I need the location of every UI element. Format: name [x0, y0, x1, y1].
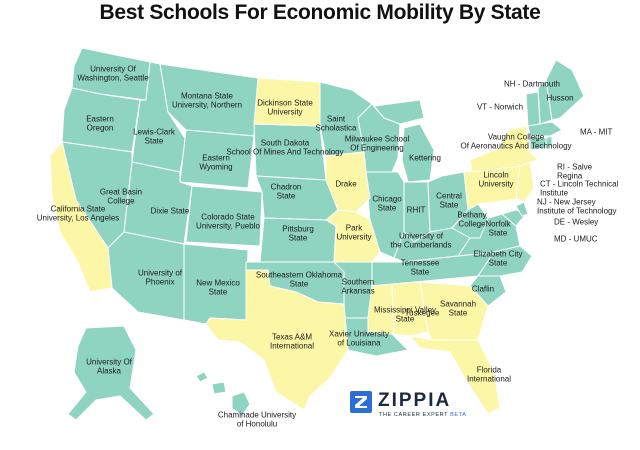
state-hi	[195, 371, 251, 417]
school-label-wy: Eastern Wyoming	[199, 153, 233, 172]
state-mi	[373, 99, 425, 125]
school-label-sc: Claflin	[471, 284, 495, 294]
school-label-fl: Florida International	[466, 365, 512, 384]
state-wy	[179, 129, 255, 189]
logo-beta-badge: BETA	[450, 412, 467, 418]
school-label-mt: Montana State University, Northern	[171, 91, 243, 110]
logo-tagline-text: THE CAREER EXPERT	[379, 412, 448, 418]
school-label-ma: MA - MIT	[580, 127, 613, 137]
school-label-hi: Chaminade University of Honolulu	[217, 410, 297, 429]
school-label-in: RHIT	[406, 205, 426, 215]
school-label-ny: Vaughn College Of Aeronautics And Technol…	[460, 132, 572, 151]
school-label-me: Husson	[546, 93, 574, 103]
state-fl	[409, 335, 501, 415]
school-label-id: Lewis-Clark State	[133, 127, 175, 146]
school-label-or: Eastern Oregon	[86, 114, 114, 133]
school-label-ia: Drake	[335, 179, 357, 189]
school-label-al: Tuskegee	[404, 308, 440, 318]
school-label-nv: Great Basin College	[99, 187, 143, 206]
school-label-wa: University Of Washington, Seattle	[77, 64, 149, 83]
state-tx	[205, 269, 349, 411]
school-label-ut: Dixie State	[150, 206, 190, 216]
school-label-nc: Elizabeth City State	[473, 249, 523, 268]
school-label-az: University of Phoenix	[137, 268, 183, 287]
school-label-ne: Chadron State	[270, 182, 302, 201]
school-label-tn: Tennessee State	[400, 258, 440, 277]
state-ct	[529, 135, 547, 151]
school-label-il: Chicago State	[372, 194, 402, 213]
school-label-va: Norfolk State	[485, 219, 511, 238]
school-label-ok: Southeastern Oklahoma State	[255, 270, 343, 289]
school-label-ca: California State University, Los Angeles	[36, 204, 120, 223]
state-ia	[325, 151, 371, 213]
school-label-ks: Pittsburg State	[282, 224, 314, 243]
michigan-water-gap	[399, 123, 405, 129]
state-ny	[469, 125, 539, 173]
state-me	[545, 59, 585, 121]
state-al	[391, 281, 429, 337]
school-label-la: Xavier University of Louisiana	[328, 329, 390, 348]
state-ma	[527, 121, 563, 137]
school-label-oh: Central State	[436, 191, 462, 210]
school-label-wi: Milwaukee School Of Engineering	[344, 134, 410, 153]
school-label-de: DE - Wesley	[554, 217, 599, 227]
school-label-ct: CT - Lincoln Technical Institute	[540, 179, 619, 198]
map-title: Best Schools For Economic Mobility By St…	[99, 1, 541, 24]
school-label-ms: Mississippi Valley State	[373, 305, 437, 324]
zippia-logo-icon	[350, 391, 372, 413]
school-label-ga: Savannah State	[439, 299, 477, 318]
school-label-ar: Southern Arkansas	[341, 277, 375, 296]
state-md	[487, 209, 527, 227]
school-label-ak: University Of Alaska	[86, 357, 132, 376]
school-label-ky: University of the Cumberlands	[390, 231, 452, 250]
zippia-logo-wordmark: ZIPPIA	[378, 390, 452, 411]
state-mo	[325, 209, 381, 263]
zippia-logo-tagline: THE CAREER EXPERT BETA	[379, 412, 466, 418]
school-label-co: Colorado State University, Pueblo	[196, 212, 260, 231]
school-label-nm: New Mexico State	[196, 278, 240, 297]
state-nj	[515, 161, 535, 203]
school-label-nd: Dickinson State University	[257, 98, 313, 117]
state-ms	[367, 283, 395, 335]
state-ca	[49, 141, 113, 293]
school-label-mi: Kettering	[408, 153, 442, 163]
state-de	[515, 201, 529, 217]
state-sc	[469, 275, 507, 307]
school-label-sd: South Dakota School Of Mines And Technolo…	[226, 138, 344, 157]
state-mi-lower	[401, 123, 435, 183]
school-label-pa: Lincoln University	[478, 170, 514, 189]
school-label-vt: VT - Norwich	[476, 102, 524, 112]
state-ak	[67, 325, 155, 421]
school-label-nh: NH - Dartmouth	[503, 79, 561, 89]
zippia-logo: ZIPPIA THE CAREER EXPERT BETA	[350, 389, 500, 423]
state-co	[185, 185, 263, 247]
school-label-wv: Bethany College	[457, 210, 487, 229]
school-label-md: MD - UMUC	[554, 234, 598, 244]
school-label-ri: RI - Salve Regina	[557, 162, 593, 181]
state-vt	[525, 91, 541, 127]
school-label-nj: NJ - New Jersey Institute of Technology	[537, 197, 617, 216]
state-nd	[253, 77, 321, 127]
school-label-tx: Texas A&M International	[269, 332, 315, 351]
school-label-mn: Saint Scholastica	[315, 114, 357, 133]
school-label-mo: Park University	[336, 223, 372, 242]
